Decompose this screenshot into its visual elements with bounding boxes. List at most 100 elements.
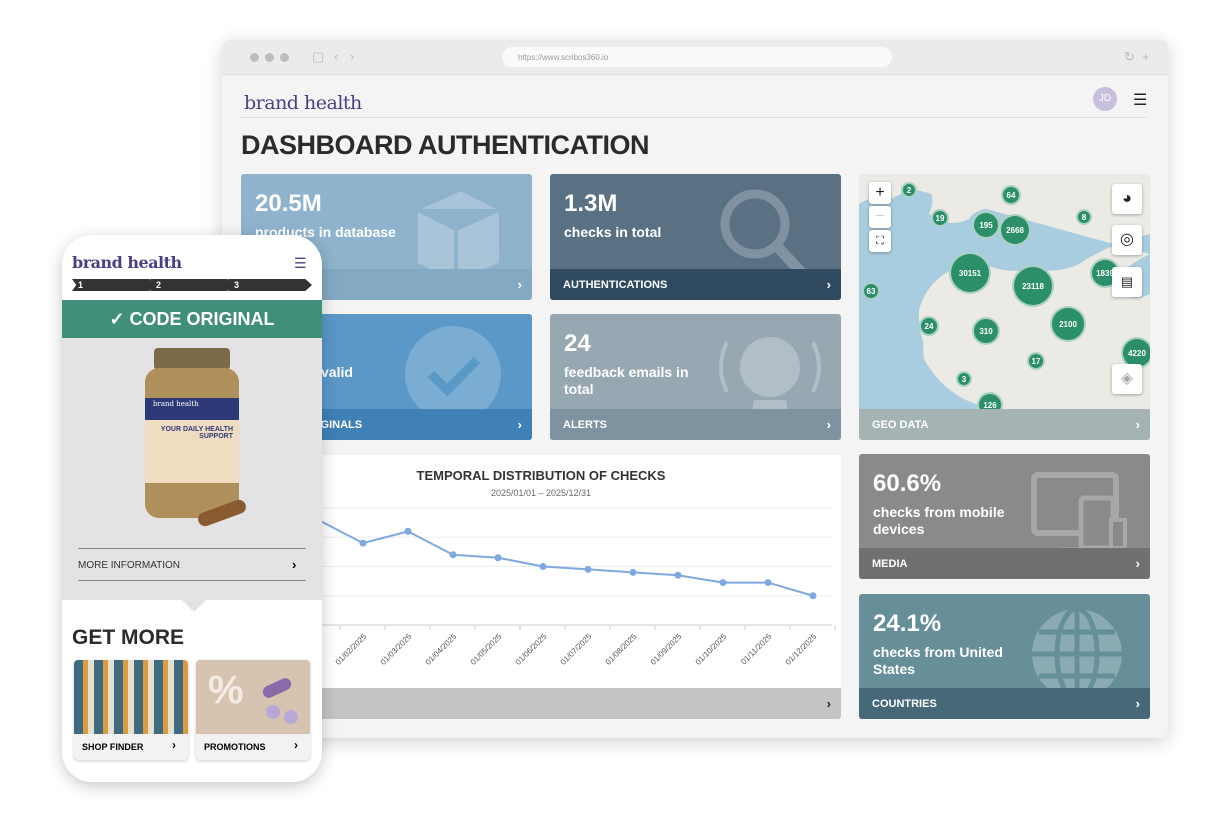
avatar[interactable]: JD bbox=[1093, 87, 1117, 111]
chart-subtitle: 2025/01/01 – 2025/12/31 bbox=[490, 488, 592, 498]
status-banner: ✓ CODE ORIGINAL bbox=[62, 300, 322, 338]
products-value: 20.5M bbox=[255, 190, 322, 217]
new-tab-icon[interactable]: + bbox=[1142, 49, 1150, 64]
media-value: 60.6% bbox=[873, 470, 942, 497]
window-dot[interactable] bbox=[280, 53, 289, 62]
chart-title: TEMPORAL DISTRIBUTION OF CHECKS bbox=[416, 468, 666, 483]
data-point bbox=[629, 568, 637, 576]
zoom-in-button[interactable]: + bbox=[869, 182, 891, 204]
promotions-card[interactable]: % PROMOTIONS › bbox=[196, 660, 310, 760]
shop-finder-label: SHOP FINDER bbox=[74, 734, 188, 760]
tile-media[interactable]: 60.6% checks from mobile devices MEDIA › bbox=[859, 454, 1150, 579]
countries-value: 24.1% bbox=[873, 610, 942, 637]
x-tick-label: 01/10/2025 bbox=[694, 632, 729, 667]
reload-icon[interactable]: ↻ bbox=[1124, 49, 1135, 64]
back-icon[interactable]: ‹ bbox=[334, 49, 339, 64]
map-cluster[interactable]: 63 bbox=[862, 282, 880, 300]
pie-chart-icon[interactable]: ◕ bbox=[1112, 184, 1142, 214]
bottle-label: brand health YOUR DAILY HEALTH SUPPORT bbox=[145, 398, 239, 483]
brand-logo[interactable]: brand health bbox=[244, 92, 362, 114]
countries-link[interactable]: COUNTRIES bbox=[859, 688, 1150, 719]
tile-countries[interactable]: 24.1% checks from United States COUNTRIE… bbox=[859, 594, 1150, 719]
map-cluster[interactable]: 8 bbox=[1076, 209, 1092, 225]
chevron-right-icon: › bbox=[172, 738, 176, 752]
data-point bbox=[359, 539, 367, 547]
progress-step: 3 bbox=[228, 279, 312, 291]
chevron-right-icon: › bbox=[826, 417, 831, 432]
window-dot[interactable] bbox=[250, 53, 259, 62]
alerts-label: feedback emails in total bbox=[564, 364, 689, 397]
map-cluster[interactable]: 23118 bbox=[1012, 265, 1054, 307]
map-cluster[interactable]: 64 bbox=[1001, 185, 1021, 205]
chevron-right-icon: › bbox=[1135, 556, 1140, 571]
browser-window: ▢ ‹ › https://www.scribos360.io ↻ + bran… bbox=[222, 40, 1168, 738]
map-cluster[interactable]: 2668 bbox=[999, 214, 1031, 246]
world-map[interactable] bbox=[859, 174, 1150, 409]
data-point bbox=[674, 571, 682, 579]
pointer bbox=[182, 600, 206, 612]
product-bottle: brand health YOUR DAILY HEALTH SUPPORT bbox=[145, 368, 239, 518]
authentications-label: checks in total bbox=[564, 224, 662, 240]
alerts-link[interactable]: ALERTS bbox=[550, 409, 841, 440]
map-cluster[interactable]: 17 bbox=[1027, 352, 1045, 370]
day-link[interactable]: DAY bbox=[241, 688, 841, 719]
bottle-cap bbox=[154, 348, 230, 370]
shop-finder-card[interactable]: SHOP FINDER › bbox=[74, 660, 188, 760]
window-dot[interactable] bbox=[265, 53, 274, 62]
bottle-text: YOUR DAILY HEALTH SUPPORT bbox=[160, 426, 233, 440]
chevron-right-icon: › bbox=[1135, 417, 1140, 432]
tile-geo-data[interactable]: 2 64 19 195 2668 8 30151 23118 1839 63 2… bbox=[859, 174, 1150, 440]
progress-step: 1 bbox=[72, 279, 156, 291]
bottle-brand: brand health bbox=[153, 400, 199, 408]
line-chart: 01/01/202501/02/202501/03/202501/04/2025… bbox=[289, 507, 836, 667]
x-tick-label: 01/07/2025 bbox=[559, 632, 594, 667]
url-bar[interactable]: https://www.scribos360.io bbox=[502, 47, 892, 67]
get-more-heading: GET MORE bbox=[72, 626, 185, 649]
fit-bounds-button[interactable]: ⛶ bbox=[869, 230, 891, 252]
chevron-right-icon: › bbox=[1135, 696, 1140, 711]
authentications-link[interactable]: AUTHENTICATIONS bbox=[550, 269, 841, 300]
locate-icon[interactable]: ◎ bbox=[1112, 225, 1142, 255]
map-cluster[interactable]: 310 bbox=[972, 317, 1000, 345]
map-cluster[interactable]: 2 bbox=[901, 182, 917, 198]
zoom-out-button[interactable]: − bbox=[869, 206, 891, 228]
sidebar-icon[interactable]: ▢ bbox=[312, 49, 325, 64]
devices-icon bbox=[1031, 472, 1127, 553]
map-cluster[interactable]: 30151 bbox=[949, 252, 991, 294]
more-information-link[interactable]: MORE INFORMATION bbox=[78, 560, 181, 571]
data-point bbox=[449, 551, 457, 559]
chevron-right-icon: › bbox=[826, 277, 831, 292]
badge-check-icon bbox=[405, 326, 501, 422]
map-cluster[interactable]: 3 bbox=[956, 371, 972, 387]
map-cluster[interactable]: 24 bbox=[919, 316, 939, 336]
progress-step: 2 bbox=[150, 279, 234, 291]
browser-toolbar: ▢ ‹ › https://www.scribos360.io ↻ + bbox=[222, 40, 1168, 75]
countries-label: checks from United States bbox=[873, 644, 1003, 677]
media-label: checks from mobile devices bbox=[873, 504, 1005, 537]
x-tick-label: 01/03/2025 bbox=[379, 632, 414, 667]
x-tick-label: 01/04/2025 bbox=[424, 632, 459, 667]
map-cluster[interactable]: 195 bbox=[972, 211, 1000, 239]
phone-logo: brand health bbox=[72, 253, 182, 272]
layers-icon[interactable]: ◈ bbox=[1112, 364, 1142, 394]
map-cluster[interactable]: 19 bbox=[931, 209, 949, 227]
data-point bbox=[764, 579, 772, 587]
tile-authentications[interactable]: 1.3M checks in total AUTHENTICATIONS › bbox=[550, 174, 841, 300]
chevron-right-icon: › bbox=[826, 696, 831, 711]
chevron-right-icon: › bbox=[517, 277, 522, 292]
x-tick-label: 01/02/2025 bbox=[334, 632, 369, 667]
phone-mockup: brand health ☰ 1 2 3 ✓ CODE ORIGINAL bra… bbox=[62, 235, 322, 782]
hamburger-menu-icon[interactable]: ☰ bbox=[1133, 92, 1148, 109]
chevron-right-icon: › bbox=[294, 738, 298, 752]
hamburger-menu-icon[interactable]: ☰ bbox=[294, 255, 307, 271]
tile-alerts[interactable]: 24 feedback emails in total ALERTS › bbox=[550, 314, 841, 440]
map-cluster[interactable]: 2100 bbox=[1050, 306, 1086, 342]
product-area: brand health YOUR DAILY HEALTH SUPPORT M… bbox=[62, 338, 322, 600]
forward-icon[interactable]: › bbox=[350, 49, 355, 64]
media-link[interactable]: MEDIA bbox=[859, 548, 1150, 579]
tile-originals[interactable]: valid ORIGINALS › bbox=[241, 314, 532, 440]
x-tick-label: 01/05/2025 bbox=[469, 632, 504, 667]
geo-data-link[interactable]: GEO DATA bbox=[859, 409, 1150, 440]
percent-icon: % bbox=[208, 668, 244, 712]
document-icon[interactable]: ▤ bbox=[1112, 267, 1142, 297]
